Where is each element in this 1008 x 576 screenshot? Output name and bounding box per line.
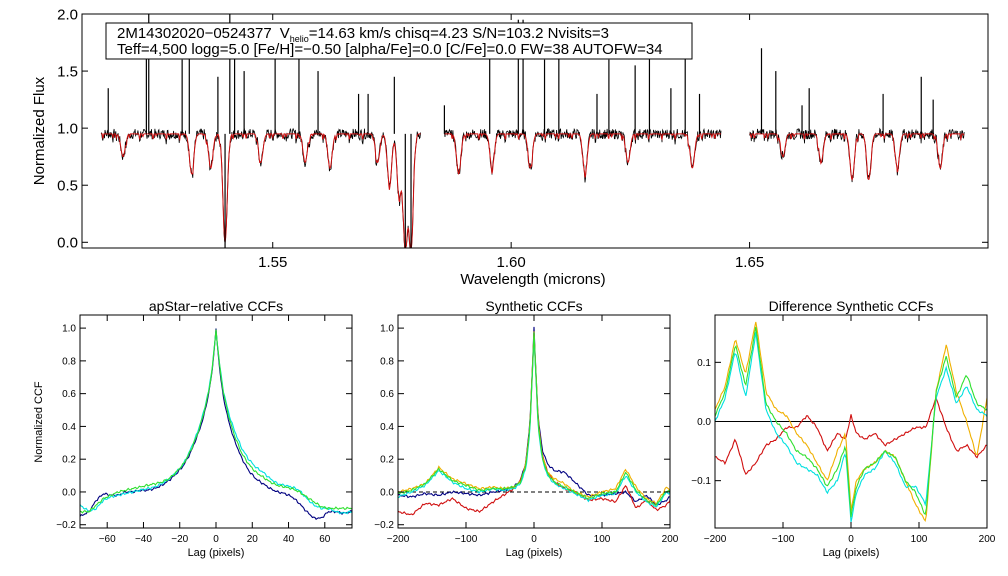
apstar-ccf-panel: apStar−relative CCFs −60 −40 −20 0 20 40 60 −0.… — [33, 298, 353, 559]
x-tick-label: 1.55 — [258, 254, 287, 271]
apstar-ccf-xlabel: Lag (pixels) — [188, 547, 245, 559]
model-spectrum-line — [749, 133, 965, 181]
apstar-ccf-title: apStar−relative CCFs — [149, 298, 283, 314]
x-tick-label: 60 — [319, 534, 331, 545]
ccf-series-line — [79, 329, 353, 514]
y-tick-label: 1.5 — [57, 63, 78, 80]
x-tick-label: −20 — [171, 534, 188, 545]
x-tick-label: 40 — [283, 534, 295, 545]
synthetic-ccf-frame — [397, 314, 671, 529]
x-tick-label: 20 — [247, 534, 259, 545]
x-tick-label: 1.65 — [735, 254, 764, 271]
synthetic-ccf-title: Synthetic CCFs — [485, 298, 582, 314]
y-tick-label: 0.0 — [380, 487, 394, 498]
ccf-series-line — [397, 332, 671, 506]
y-tick-label: 0.0 — [697, 417, 711, 428]
x-tick-label: 100 — [594, 534, 611, 545]
difference-ccf-xlabel: Lag (pixels) — [823, 547, 880, 559]
model-spectrum-line — [444, 133, 721, 178]
x-tick-label: 0 — [213, 534, 219, 545]
y-tick-label: 0.8 — [380, 356, 394, 367]
y-tick-label: 0.0 — [57, 235, 78, 252]
model-spectrum-line — [101, 133, 421, 249]
y-tick-label: 0.4 — [380, 422, 394, 433]
star-id: 2M14302020−0524377 — [117, 25, 272, 42]
apstar-ccf-traces — [79, 328, 353, 520]
x-tick-label: −200 — [387, 534, 410, 545]
spectrum-xlabel: Wavelength (microns) — [460, 271, 605, 288]
spectrum-plot-frame — [81, 13, 989, 249]
y-tick-label: −0.2 — [56, 520, 76, 531]
difference-ccf-panel: Difference Synthetic CCFs −200 −100 0 100 20… — [691, 298, 996, 559]
y-tick-label: 2.0 — [57, 6, 78, 23]
ccf-series-line — [79, 328, 353, 520]
x-tick-label: −100 — [455, 534, 478, 545]
x-tick-label: −40 — [135, 534, 152, 545]
y-tick-label: 0.1 — [697, 358, 711, 369]
spectrum-panel: 1.55 1.60 1.65 0.0 0.5 1.0 1.5 2.0 2M14302020−0… — [31, 6, 989, 288]
synthetic-ccf-traces — [397, 326, 671, 516]
params-line1: 2M14302020−0524377 Vhelio=14.63 km/s chis… — [117, 25, 609, 44]
synthetic-ccf-panel: Synthetic CCFs −200 −100 0 100 200 −0.2 0.0 0.2… — [374, 298, 679, 559]
x-tick-label: −100 — [772, 534, 795, 545]
params-box — [105, 22, 693, 60]
y-tick-label: 0.2 — [62, 455, 76, 466]
vhelio-subscript: helio — [290, 34, 309, 44]
y-tick-label: 0.2 — [380, 455, 394, 466]
synthetic-ccf-xlabel: Lag (pixels) — [506, 547, 563, 559]
params-line2: Teff=4,500 logg=5.0 [Fe/H]=−0.50 [alpha/… — [117, 41, 663, 58]
y-tick-label: 0.6 — [380, 389, 394, 400]
y-tick-label: 1.0 — [62, 324, 76, 335]
x-tick-label: 0 — [848, 534, 854, 545]
y-tick-label: 0.0 — [62, 487, 76, 498]
apstar-ccf-frame — [79, 314, 353, 529]
ccf-series-line — [714, 326, 988, 518]
y-tick-label: −0.2 — [374, 520, 394, 531]
observed-spectrum-line — [100, 127, 421, 249]
x-tick-label: 0 — [531, 534, 537, 545]
x-tick-label: −200 — [704, 534, 727, 545]
spectrum-ylabel: Normalized Flux — [31, 76, 48, 185]
vhelio-symbol: V — [280, 25, 290, 42]
y-tick-label: 0.5 — [57, 177, 78, 194]
y-tick-label: −0.1 — [691, 476, 711, 487]
y-tick-label: 0.6 — [62, 389, 76, 400]
x-tick-label: −60 — [99, 534, 116, 545]
x-tick-label: 100 — [911, 534, 928, 545]
ccf-series-line — [714, 397, 987, 476]
y-tick-label: 1.0 — [380, 324, 394, 335]
ccf-series-line — [397, 326, 671, 506]
difference-ccf-traces — [714, 321, 988, 523]
y-tick-label: 0.4 — [62, 422, 76, 433]
apstar-ccf-axis-ticks: −60 −40 −20 0 20 40 60 −0.2 0.0 0.2 0.4 0.6 0.8 1.0 — [56, 315, 352, 545]
spectrum-traces — [100, 14, 965, 249]
params-values-1: =14.63 km/s chisq=4.23 S/N=103.2 Nvisits… — [309, 25, 609, 42]
y-tick-label: 0.8 — [62, 356, 76, 367]
spectrum-axis-ticks: 1.55 1.60 1.65 0.0 0.5 1.0 1.5 2.0 — [57, 6, 988, 271]
y-tick-label: 1.0 — [57, 120, 78, 137]
x-tick-label: 1.60 — [497, 254, 526, 271]
difference-ccf-axis-ticks: −200 −100 0 100 200 −0.1 0.0 0.1 — [691, 315, 996, 545]
difference-ccf-frame — [714, 314, 988, 529]
difference-ccf-title: Difference Synthetic CCFs — [769, 298, 934, 314]
x-tick-label: 200 — [662, 534, 679, 545]
apstar-ccf-ylabel: Normalized CCF — [33, 381, 45, 463]
x-tick-label: 200 — [979, 534, 996, 545]
